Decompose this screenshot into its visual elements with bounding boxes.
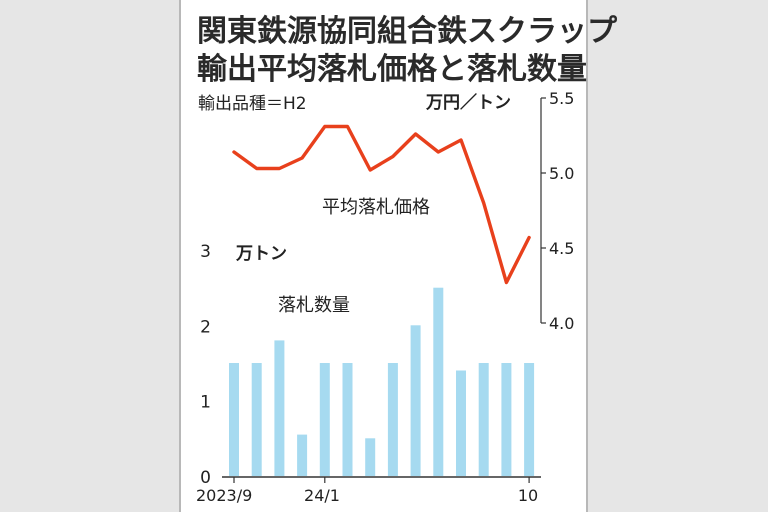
volume-bar: [433, 287, 444, 476]
volume-bar: [274, 340, 285, 476]
x-tick-label: 24/1: [304, 486, 340, 505]
tick-labels: 4.0 4.5 5.0 5.5 0 1 2 3 2023/9 24/1 10: [196, 89, 574, 505]
volume-bar: [456, 370, 466, 476]
volume-bar: [478, 363, 489, 476]
volume-series-label: 落札数量: [278, 295, 350, 316]
volume-bar: [365, 438, 376, 476]
price-tick-label: 4.0: [549, 314, 574, 333]
volume-bars: [229, 287, 535, 476]
chart-title-line2: 輸出平均落札価格と落札数量: [197, 52, 587, 87]
price-tick-label: 5.0: [549, 164, 574, 183]
volume-bar: [319, 363, 330, 476]
price-series-label: 平均落札価格: [322, 197, 430, 218]
volume-bar: [387, 363, 398, 476]
volume-unit-label: 万トン: [235, 244, 287, 264]
volume-tick-label: 0: [200, 468, 211, 488]
volume-bar: [251, 363, 262, 476]
volume-bar: [229, 363, 239, 476]
volume-bar: [410, 325, 421, 476]
note-label: 輸出品種＝H2: [198, 94, 307, 114]
volume-bar: [297, 434, 308, 476]
volume-tick-label: 2: [200, 317, 211, 337]
axes: [222, 97, 546, 483]
x-tick-label: 2023/9: [196, 486, 252, 505]
x-tick-label: 10: [518, 486, 538, 505]
volume-bar: [524, 363, 535, 476]
price-tick-label: 4.5: [549, 239, 574, 258]
price-unit-label: 万円／トン: [425, 92, 511, 113]
volume-bar: [342, 363, 353, 476]
volume-bar: [501, 363, 512, 476]
chart-title-line1: 関東鉄源協同組合鉄スクラップ: [197, 14, 617, 49]
price-line-series: [232, 124, 531, 285]
price-tick-label: 5.5: [549, 89, 574, 108]
volume-tick-label: 3: [200, 242, 211, 262]
volume-tick-label: 1: [200, 393, 211, 413]
